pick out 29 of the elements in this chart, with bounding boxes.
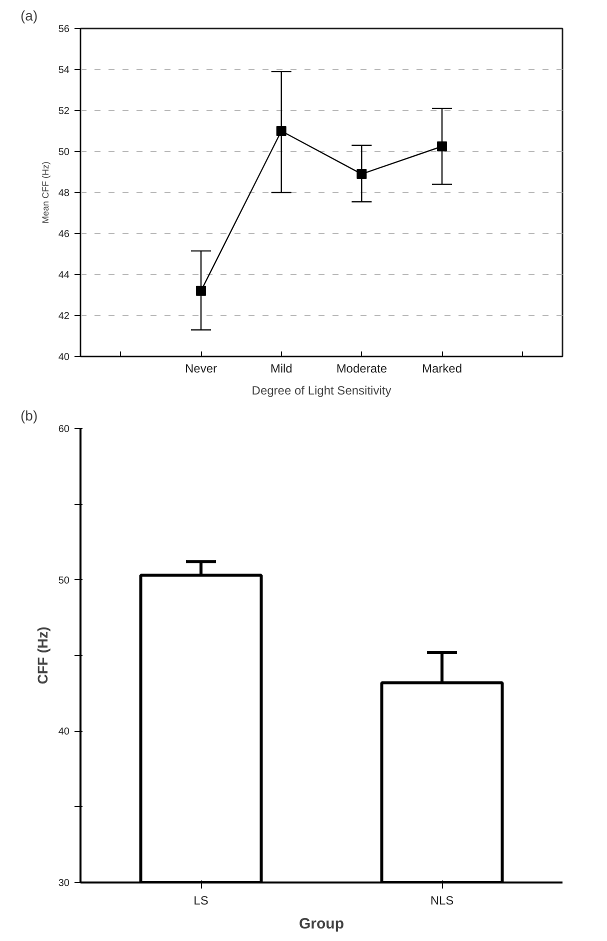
x-tick-label: Moderate: [336, 362, 388, 376]
y-tick-label: 44: [58, 270, 70, 281]
point: [196, 286, 206, 296]
y-tick-label: 30: [58, 878, 70, 889]
point: [437, 141, 447, 152]
x-tick-label: Never: [184, 362, 218, 376]
y-tick-label: 60: [58, 424, 70, 435]
y-tick-label: 56: [58, 24, 70, 35]
y-tick-label: 42: [58, 311, 70, 322]
y-tick-label: 52: [58, 106, 70, 117]
y-axis-title: CFF (Hz): [34, 626, 50, 684]
y-tick-label: 46: [58, 229, 70, 240]
y-tick-label: 40: [58, 726, 70, 738]
point: [276, 126, 286, 136]
y-tick-label: 40: [58, 352, 70, 363]
x-tick-label: LS: [194, 894, 208, 908]
x-tick-label: Mild: [270, 362, 292, 376]
point: [356, 169, 367, 180]
x-tick-label: Marked: [422, 362, 462, 376]
y-axis-title: Mean CFF (Hz): [40, 161, 50, 224]
chart-title: (a): [20, 8, 38, 24]
x-axis-title: Group: [299, 916, 344, 932]
y-tick-label: 48: [58, 188, 70, 199]
x-tick-label: NLS: [430, 894, 454, 908]
chart-title: (b): [20, 408, 38, 424]
x-axis-title: Degree of Light Sensitivity: [252, 384, 392, 398]
y-tick-label: 50: [58, 147, 70, 158]
y-tick-label: 54: [58, 65, 70, 76]
y-tick-label: 50: [58, 575, 70, 586]
